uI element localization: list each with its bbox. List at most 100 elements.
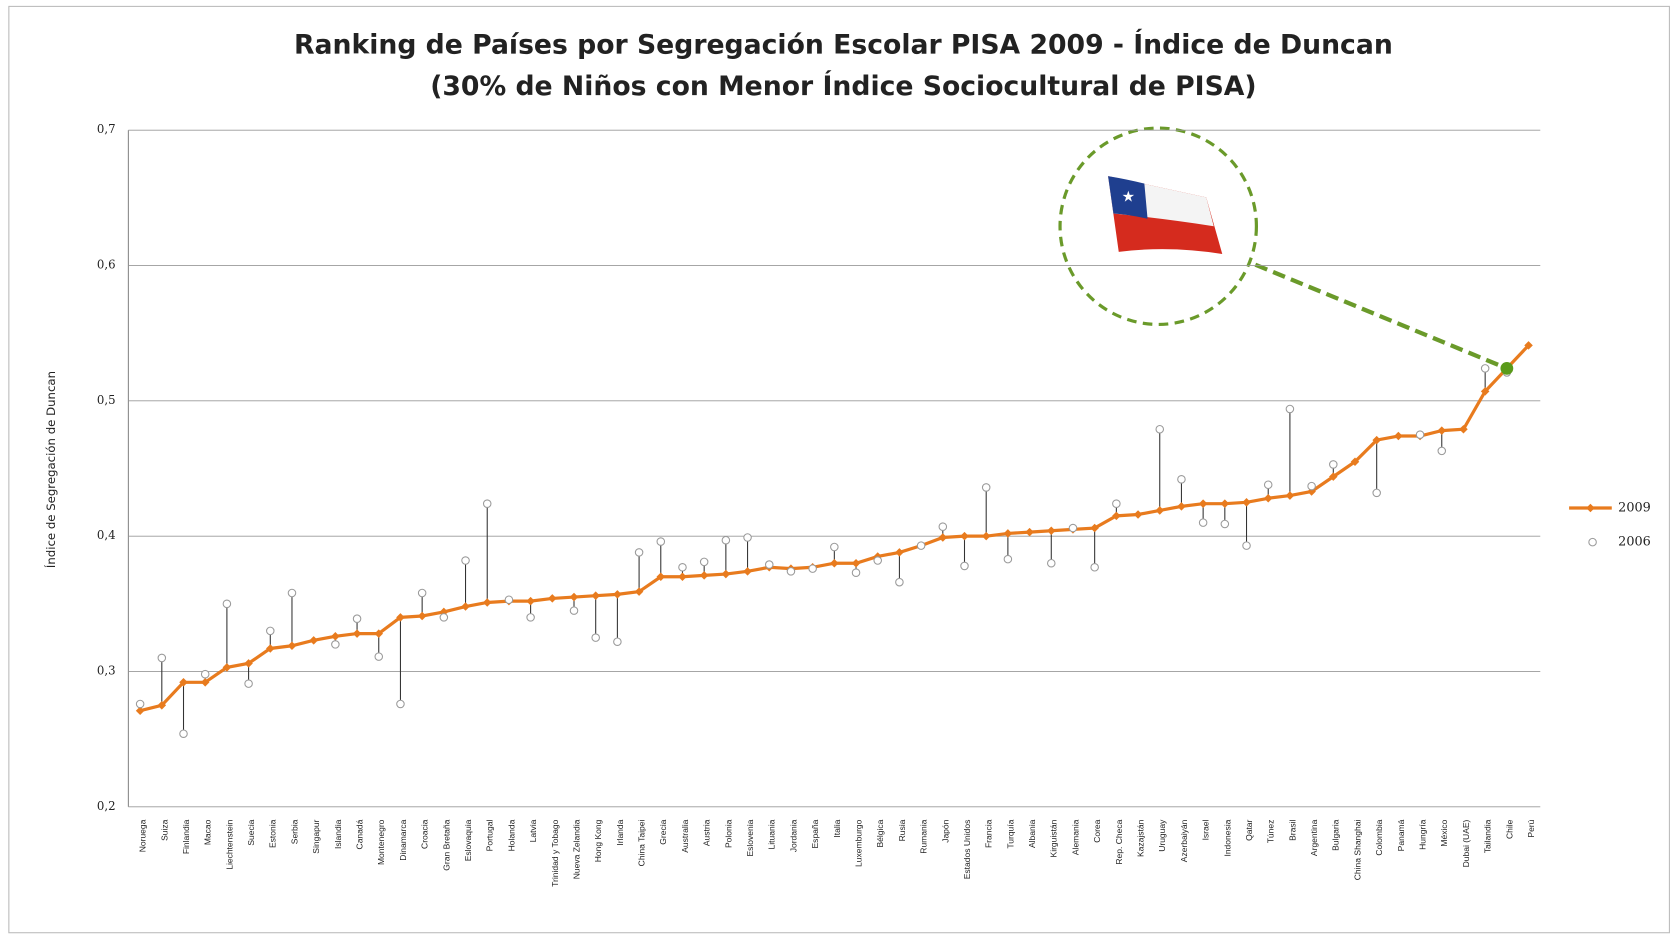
marker-2009 (699, 571, 709, 580)
x-tick-label: Suiza (159, 819, 169, 841)
x-tick-label: Canadá (355, 819, 365, 849)
marker-2009 (374, 629, 384, 638)
x-tick-label: Japón (940, 819, 950, 842)
marker-2006 (1003, 554, 1013, 564)
marker-2006 (287, 588, 297, 598)
marker-2006 (960, 561, 969, 571)
marker-2009 (1263, 494, 1273, 503)
marker-2006 (396, 699, 405, 709)
marker-2006 (244, 679, 253, 688)
marker-2006 (1047, 558, 1056, 568)
marker-2006 (222, 599, 232, 609)
x-tick-label: Turquía (1005, 819, 1015, 848)
marker-2009 (721, 569, 731, 579)
marker-2009 (417, 611, 427, 621)
flag: ★ (1058, 126, 1259, 327)
marker-2009 (591, 591, 600, 600)
y-tick-label: 0,2 (97, 799, 116, 813)
x-tick-label: Serbia (289, 819, 299, 844)
marker-2006 (1307, 481, 1316, 491)
x-tick-label: Rumania (919, 819, 929, 853)
marker-2009 (548, 594, 557, 603)
svg-text:★: ★ (1122, 187, 1135, 205)
x-tick-label: Lituania (767, 819, 777, 849)
marker-2009 (1437, 426, 1447, 435)
x-tick-label: Qatar (1244, 819, 1254, 840)
marker-2009 (613, 590, 622, 599)
x-tick-label: Australia (680, 819, 690, 852)
x-tick-label: Uruguay (1157, 819, 1167, 852)
x-tick-label: Bélgica (875, 819, 885, 847)
marker-2009 (1285, 491, 1295, 500)
x-tick-label: Irlanda (615, 819, 625, 845)
marker-2009 (1198, 499, 1208, 508)
marker-2006 (1242, 541, 1251, 550)
marker-2009 (1524, 341, 1533, 350)
x-tick-label: Hong Kong (593, 819, 603, 862)
marker-2009 (266, 644, 275, 653)
x-tick-label: Croacia (420, 819, 430, 849)
x-tick-label: Suecia (246, 819, 256, 845)
x-tick-label: Colombia (1374, 819, 1384, 855)
y-tick-label: 0,4 (97, 528, 116, 542)
x-tick-label: Estonia (268, 819, 278, 848)
marker-2006 (439, 613, 449, 622)
marker-2009 (743, 567, 752, 576)
marker-2006 (1155, 424, 1165, 434)
marker-2006 (830, 542, 839, 552)
marker-2006 (352, 614, 362, 623)
x-tick-label: China Shanghai (1352, 820, 1362, 881)
marker-2006 (1329, 460, 1338, 469)
frame (8, 5, 1670, 934)
marker-2009 (1350, 457, 1360, 467)
y-tick-label: 0,7 (97, 122, 116, 136)
marker-2006 (1068, 523, 1078, 533)
x-tick-label: Túnez (1266, 820, 1276, 844)
chart-subtitle: (30% de Niños con Menor Índice Sociocult… (430, 70, 1256, 102)
y-axis-label: Índice de Segregación de Duncan (43, 371, 58, 568)
marker-2006 (895, 577, 904, 587)
marker-2009 (1480, 387, 1490, 396)
x-tick-label: Perú (1526, 819, 1536, 837)
marker-2009 (1459, 424, 1468, 434)
x-tick-label: Austria (702, 819, 712, 846)
marker-2006 (678, 563, 687, 572)
marker-2009 (200, 678, 210, 687)
marker-2006 (981, 483, 991, 492)
marker-2006 (331, 640, 340, 649)
pointer-line (1254, 262, 1508, 371)
marker-2006 (808, 564, 817, 573)
marker-2009 (157, 701, 167, 710)
marker-2009 (396, 613, 405, 622)
marker-2006 (743, 533, 752, 542)
marker-2009 (461, 602, 470, 611)
marker-2006 (1372, 488, 1381, 498)
x-tick-label: Singapur (311, 819, 321, 853)
marker-2006 (916, 541, 926, 550)
marker-2009 (1003, 529, 1013, 538)
marker-2006 (266, 626, 275, 636)
marker-2009 (981, 531, 991, 541)
x-tick-label: Jordania (788, 819, 798, 852)
x-tick-label: Israel (1201, 820, 1211, 841)
x-tick-label: Nueva Zelandia (571, 819, 581, 879)
marker-2009 (1025, 527, 1034, 537)
marker-2009 (526, 596, 535, 606)
x-tick-label: Holanda (506, 819, 516, 851)
marker-2009 (482, 598, 492, 607)
marker-2006 (613, 637, 622, 646)
marker-2009 (331, 632, 340, 641)
marker-2006 (1437, 446, 1447, 456)
marker-2006 (786, 567, 796, 576)
marker-2009 (135, 706, 145, 715)
x-tick-label: Corea (1092, 819, 1102, 842)
marker-2009 (1090, 523, 1099, 533)
x-tick-label: Italia (832, 819, 842, 837)
marker-2009 (851, 558, 861, 568)
x-tick-label: Eslovenia (745, 819, 755, 856)
marker-2006 (374, 652, 384, 661)
x-tick-label: España (810, 819, 820, 848)
marker-2006 (1177, 475, 1186, 484)
marker-2006 (938, 522, 948, 531)
marker-2009 (1047, 526, 1056, 536)
